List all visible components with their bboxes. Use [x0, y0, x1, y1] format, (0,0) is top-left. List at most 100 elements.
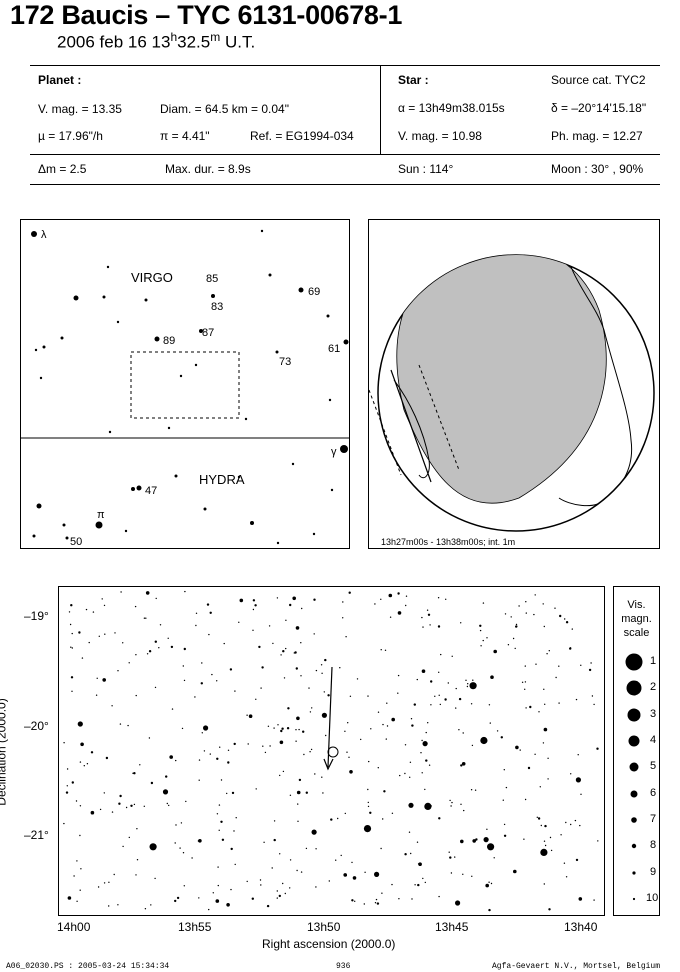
field-star	[95, 694, 98, 696]
field-star	[525, 707, 527, 709]
field-star	[238, 621, 240, 623]
field-star	[80, 868, 82, 870]
field-star	[195, 624, 197, 627]
field-star	[174, 842, 176, 844]
field-star	[409, 805, 411, 808]
field-star	[550, 849, 553, 852]
field-star	[438, 694, 440, 696]
field-star	[543, 727, 548, 732]
scale-dots	[625, 653, 643, 901]
field-star	[349, 695, 352, 697]
field-star	[575, 858, 579, 862]
field-star	[276, 897, 278, 899]
field-star	[422, 877, 424, 880]
field-star	[103, 792, 105, 794]
field-star	[486, 828, 488, 830]
field-star	[295, 740, 297, 742]
field-star	[119, 794, 122, 798]
field-star	[554, 607, 556, 609]
field-star	[460, 622, 462, 624]
field-star	[414, 884, 416, 886]
svg-text:73: 73	[279, 356, 291, 368]
scale-mag-9: 9	[650, 866, 657, 878]
field-star	[503, 823, 506, 826]
field-star	[411, 724, 414, 727]
field-star	[376, 902, 380, 905]
field-star	[70, 604, 73, 607]
planet-parallax: π = 4.41"	[160, 129, 210, 143]
svg-text:83: 83	[211, 301, 223, 313]
field-star	[382, 723, 384, 726]
field-star	[322, 792, 324, 794]
field-star	[321, 672, 323, 674]
field-star	[183, 679, 186, 682]
scale-title-1: Vis.	[627, 599, 646, 611]
field-star	[247, 743, 249, 745]
field-star	[512, 637, 515, 640]
field-star	[342, 601, 344, 603]
asteroid-track	[327, 666, 333, 768]
field-star	[321, 712, 327, 718]
field-star	[76, 900, 78, 902]
globe-svg: 13h27m00s - 13h38m00s; int. 1m	[369, 254, 655, 547]
field-star	[480, 645, 482, 647]
field-star	[544, 703, 546, 705]
field-star	[590, 662, 592, 664]
field-star	[427, 722, 429, 724]
field-star	[263, 841, 265, 843]
field-star	[71, 632, 73, 635]
field-star	[588, 668, 592, 672]
field-star	[198, 839, 202, 843]
field-star	[574, 819, 577, 822]
track-arrow	[323, 758, 334, 771]
svg-text:69: 69	[308, 286, 320, 298]
field-star	[71, 690, 73, 692]
field-star	[234, 690, 236, 692]
path-limit-south	[418, 364, 460, 471]
field-star	[374, 902, 377, 904]
field-star	[460, 839, 464, 844]
planet-reference: Ref. = EG1994-034	[250, 129, 354, 143]
star-source-catalog: Source cat. TYC2	[551, 73, 646, 87]
field-star	[374, 603, 376, 605]
coastline-outline	[393, 379, 430, 479]
field-star	[166, 802, 168, 805]
field-star	[294, 651, 297, 654]
field-star	[410, 718, 413, 720]
field-star	[466, 685, 469, 688]
field-star	[471, 744, 474, 747]
field-star	[296, 716, 300, 721]
field-star	[77, 721, 83, 727]
field-star	[467, 683, 469, 685]
field-star	[543, 625, 545, 628]
field-star	[271, 867, 273, 869]
field-star	[229, 668, 233, 671]
field-star	[99, 808, 102, 811]
field-star	[280, 654, 282, 656]
field-star	[516, 625, 518, 627]
field-star	[315, 669, 318, 672]
field-star	[310, 748, 313, 751]
finder-stars	[31, 229, 349, 545]
field-star	[519, 749, 521, 751]
field-star	[231, 791, 235, 795]
field-star	[264, 751, 267, 754]
field-star	[170, 645, 174, 649]
field-star	[246, 714, 248, 716]
scale-title-2: magn.	[621, 613, 652, 625]
finder-star-labels: λ 85 83 69 87 89 61 73 γ 47 π 50	[41, 229, 340, 548]
field-star	[542, 603, 544, 605]
field-star	[169, 755, 173, 759]
field-star	[524, 665, 526, 667]
field-star	[352, 876, 357, 880]
field-star	[120, 591, 122, 593]
field-star	[234, 863, 236, 866]
field-star	[486, 637, 488, 639]
field-star	[298, 728, 300, 731]
field-star	[122, 845, 124, 848]
field-star	[571, 628, 573, 630]
footer-page: 936	[336, 962, 351, 971]
field-star	[323, 691, 325, 693]
field-star	[248, 714, 253, 718]
field-star	[500, 736, 503, 739]
